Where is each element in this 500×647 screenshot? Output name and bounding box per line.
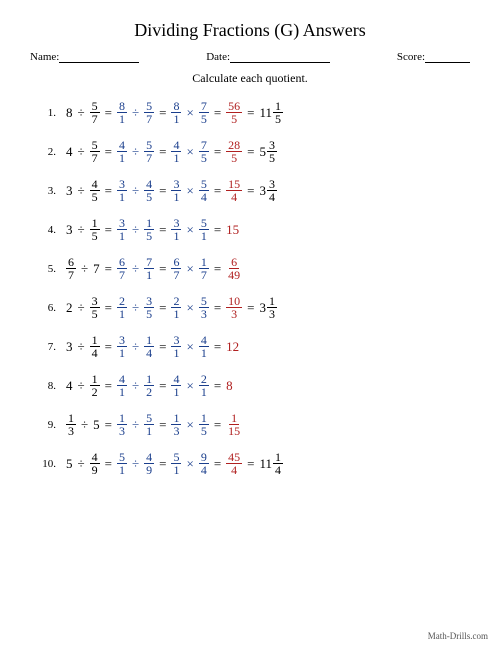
name-label: Name: xyxy=(30,51,59,63)
name-blank xyxy=(59,51,139,63)
problem-row: 4.3÷15=31÷15=31×51=15 xyxy=(38,217,470,242)
problem-number: 9. xyxy=(38,419,56,431)
problem-row: 6.2÷35=21÷35=21×53=103=313 xyxy=(38,295,470,320)
problem-number: 6. xyxy=(38,302,56,314)
date-blank xyxy=(230,51,330,63)
problem-number: 1. xyxy=(38,107,56,119)
problem-row: 1.8÷57=81÷57=81×75=565=1115 xyxy=(38,100,470,125)
problem-row: 8.4÷12=41÷12=41×21=8 xyxy=(38,373,470,398)
problem-row: 5.67÷7=67÷71=67×17=649 xyxy=(38,256,470,281)
problem-number: 8. xyxy=(38,380,56,392)
instruction: Calculate each quotient. xyxy=(30,71,470,86)
problem-number: 3. xyxy=(38,185,56,197)
footer: Math-Drills.com xyxy=(428,631,488,641)
problem-row: 9.13÷5=13÷51=13×15=115 xyxy=(38,412,470,437)
problem-number: 2. xyxy=(38,146,56,158)
problem-number: 5. xyxy=(38,263,56,275)
date-field: Date: xyxy=(206,51,330,63)
name-field: Name: xyxy=(30,51,139,63)
date-label: Date: xyxy=(206,51,230,63)
header-fields: Name: Date: Score: xyxy=(30,51,470,63)
problem-number: 7. xyxy=(38,341,56,353)
problem-row: 7.3÷14=31÷14=31×41=12 xyxy=(38,334,470,359)
problem-row: 3.3÷45=31÷45=31×54=154=334 xyxy=(38,178,470,203)
problem-row: 10.5÷49=51÷49=51×94=454=1114 xyxy=(38,451,470,476)
problem-row: 2.4÷57=41÷57=41×75=285=535 xyxy=(38,139,470,164)
problem-number: 4. xyxy=(38,224,56,236)
page-title: Dividing Fractions (G) Answers xyxy=(30,20,470,41)
score-blank xyxy=(425,51,470,63)
problem-number: 10. xyxy=(38,458,56,470)
problem-list: 1.8÷57=81÷57=81×75=565=1115 2.4÷57=41÷57=… xyxy=(30,100,470,476)
score-label: Score: xyxy=(397,51,425,63)
score-field: Score: xyxy=(397,51,470,63)
